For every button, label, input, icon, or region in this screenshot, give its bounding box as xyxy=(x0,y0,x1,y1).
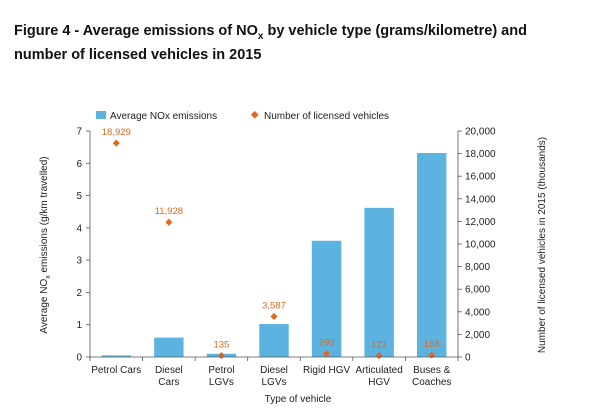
y-axis-left-label-subscript: x xyxy=(45,275,52,279)
marker-data-label: 290 xyxy=(319,338,335,349)
x-axis-tick-label: HGV xyxy=(368,377,390,388)
y-axis-right-tick-label: 10,000 xyxy=(465,240,496,251)
y-axis-right-tick-label: 14,000 xyxy=(465,194,496,205)
y-axis-left-tick-label: 1 xyxy=(76,320,82,331)
x-axis-tick-label: LGVs xyxy=(209,377,234,388)
x-axis-tick-label: Diesel xyxy=(155,365,183,376)
left-axis: 0 1 2 3 4 5 6 7 xyxy=(76,127,91,364)
marker-data-label: 127 xyxy=(371,340,387,351)
x-axis-tick-label: Diesel xyxy=(260,365,288,376)
legend-bar-swatch xyxy=(96,111,106,119)
legend-marker-swatch xyxy=(250,110,259,119)
bar xyxy=(416,152,447,357)
x-axis-tick-label: Articulated xyxy=(356,365,403,376)
x-axis-tick-label: LGVs xyxy=(261,377,286,388)
x-axis-tick-label: Petrol xyxy=(208,365,234,376)
x-axis-tick-label: Petrol Cars xyxy=(91,365,141,376)
x-axis-tick-label: Cars xyxy=(158,377,179,388)
right-axis: 0 2,000 4,000 6,000 8,000 10,000 12,000 14,000 1… xyxy=(457,127,496,364)
y-axis-left-tick-label: 0 xyxy=(76,353,82,364)
y-axis-right-tick-label: 18,000 xyxy=(465,149,496,160)
x-axis-tick-label: Rigid HGV xyxy=(303,365,351,376)
y-axis-left-label-prefix: Average NO xyxy=(39,279,50,334)
y-axis-left-tick-label: 5 xyxy=(76,191,82,202)
x-axis-tick-label: Coaches xyxy=(412,377,451,388)
bar xyxy=(259,324,289,357)
marker-data-label: 168 xyxy=(424,339,440,350)
y-axis-right-tick-label: 20,000 xyxy=(465,127,496,138)
y-axis-left-tick-label: 7 xyxy=(76,127,82,138)
marker-point xyxy=(217,351,225,360)
bar-series xyxy=(101,152,447,357)
y-axis-right-tick-label: 12,000 xyxy=(465,217,496,228)
figure-title-suffix: by vehicle type (grams/kilometre) and nu… xyxy=(14,23,527,63)
x-axis-tick-label: Buses & xyxy=(413,365,451,376)
y-axis-left-tick-label: 4 xyxy=(76,223,82,234)
figure-title: Figure 4 - Average emissions of NOx by v… xyxy=(14,22,574,65)
marker-point xyxy=(323,350,331,358)
y-axis-left-label-suffix: emissions (g/km travelled) xyxy=(39,156,50,275)
legend-marker-label: Number of licensed vehicles xyxy=(264,111,389,122)
bar xyxy=(311,240,342,357)
figure-title-subscript: x xyxy=(257,30,264,42)
y-axis-left-label: Average NOx emissions (g/km travelled) xyxy=(39,156,52,333)
marker-data-label: 11,928 xyxy=(155,206,183,217)
legend-bar-label: Average NOx emissions xyxy=(110,111,217,122)
chart-legend: Average NOx emissions Number of licensed… xyxy=(96,110,389,122)
bar xyxy=(364,207,394,357)
marker-data-label: 18,929 xyxy=(102,127,131,138)
y-axis-right-tick-label: 6,000 xyxy=(465,285,490,296)
y-axis-right-tick-label: 8,000 xyxy=(465,262,490,273)
x-axis: Petrol Cars DieselCarsPetrolLGVsDieselLGV… xyxy=(89,356,459,388)
marker-data-label: 135 xyxy=(213,339,229,350)
y-axis-right-label: Number of licensed vehicles in 2015 (tho… xyxy=(537,137,548,353)
marker-data-label: 3,587 xyxy=(262,300,286,311)
marker-series: 18,929 11,928 135 3,587 290 127 168 xyxy=(102,127,440,360)
figure-title-prefix: Figure 4 - Average emissions of NO xyxy=(14,23,258,39)
y-axis-right-tick-label: 0 xyxy=(465,353,471,364)
marker-point xyxy=(270,312,278,321)
y-axis-left-tick-label: 2 xyxy=(76,288,82,299)
x-axis-label: Type of vehicle xyxy=(265,394,332,405)
y-axis-right-tick-label: 16,000 xyxy=(465,172,496,183)
y-axis-left-tick-label: 6 xyxy=(76,159,82,170)
marker-point xyxy=(165,218,173,226)
y-axis-right-tick-label: 4,000 xyxy=(465,307,490,318)
y-axis-left-tick-label: 3 xyxy=(76,256,82,267)
marker-point xyxy=(112,139,120,147)
y-axis-right-tick-label: 2,000 xyxy=(465,330,490,341)
bar xyxy=(101,355,132,357)
bar xyxy=(154,337,184,357)
